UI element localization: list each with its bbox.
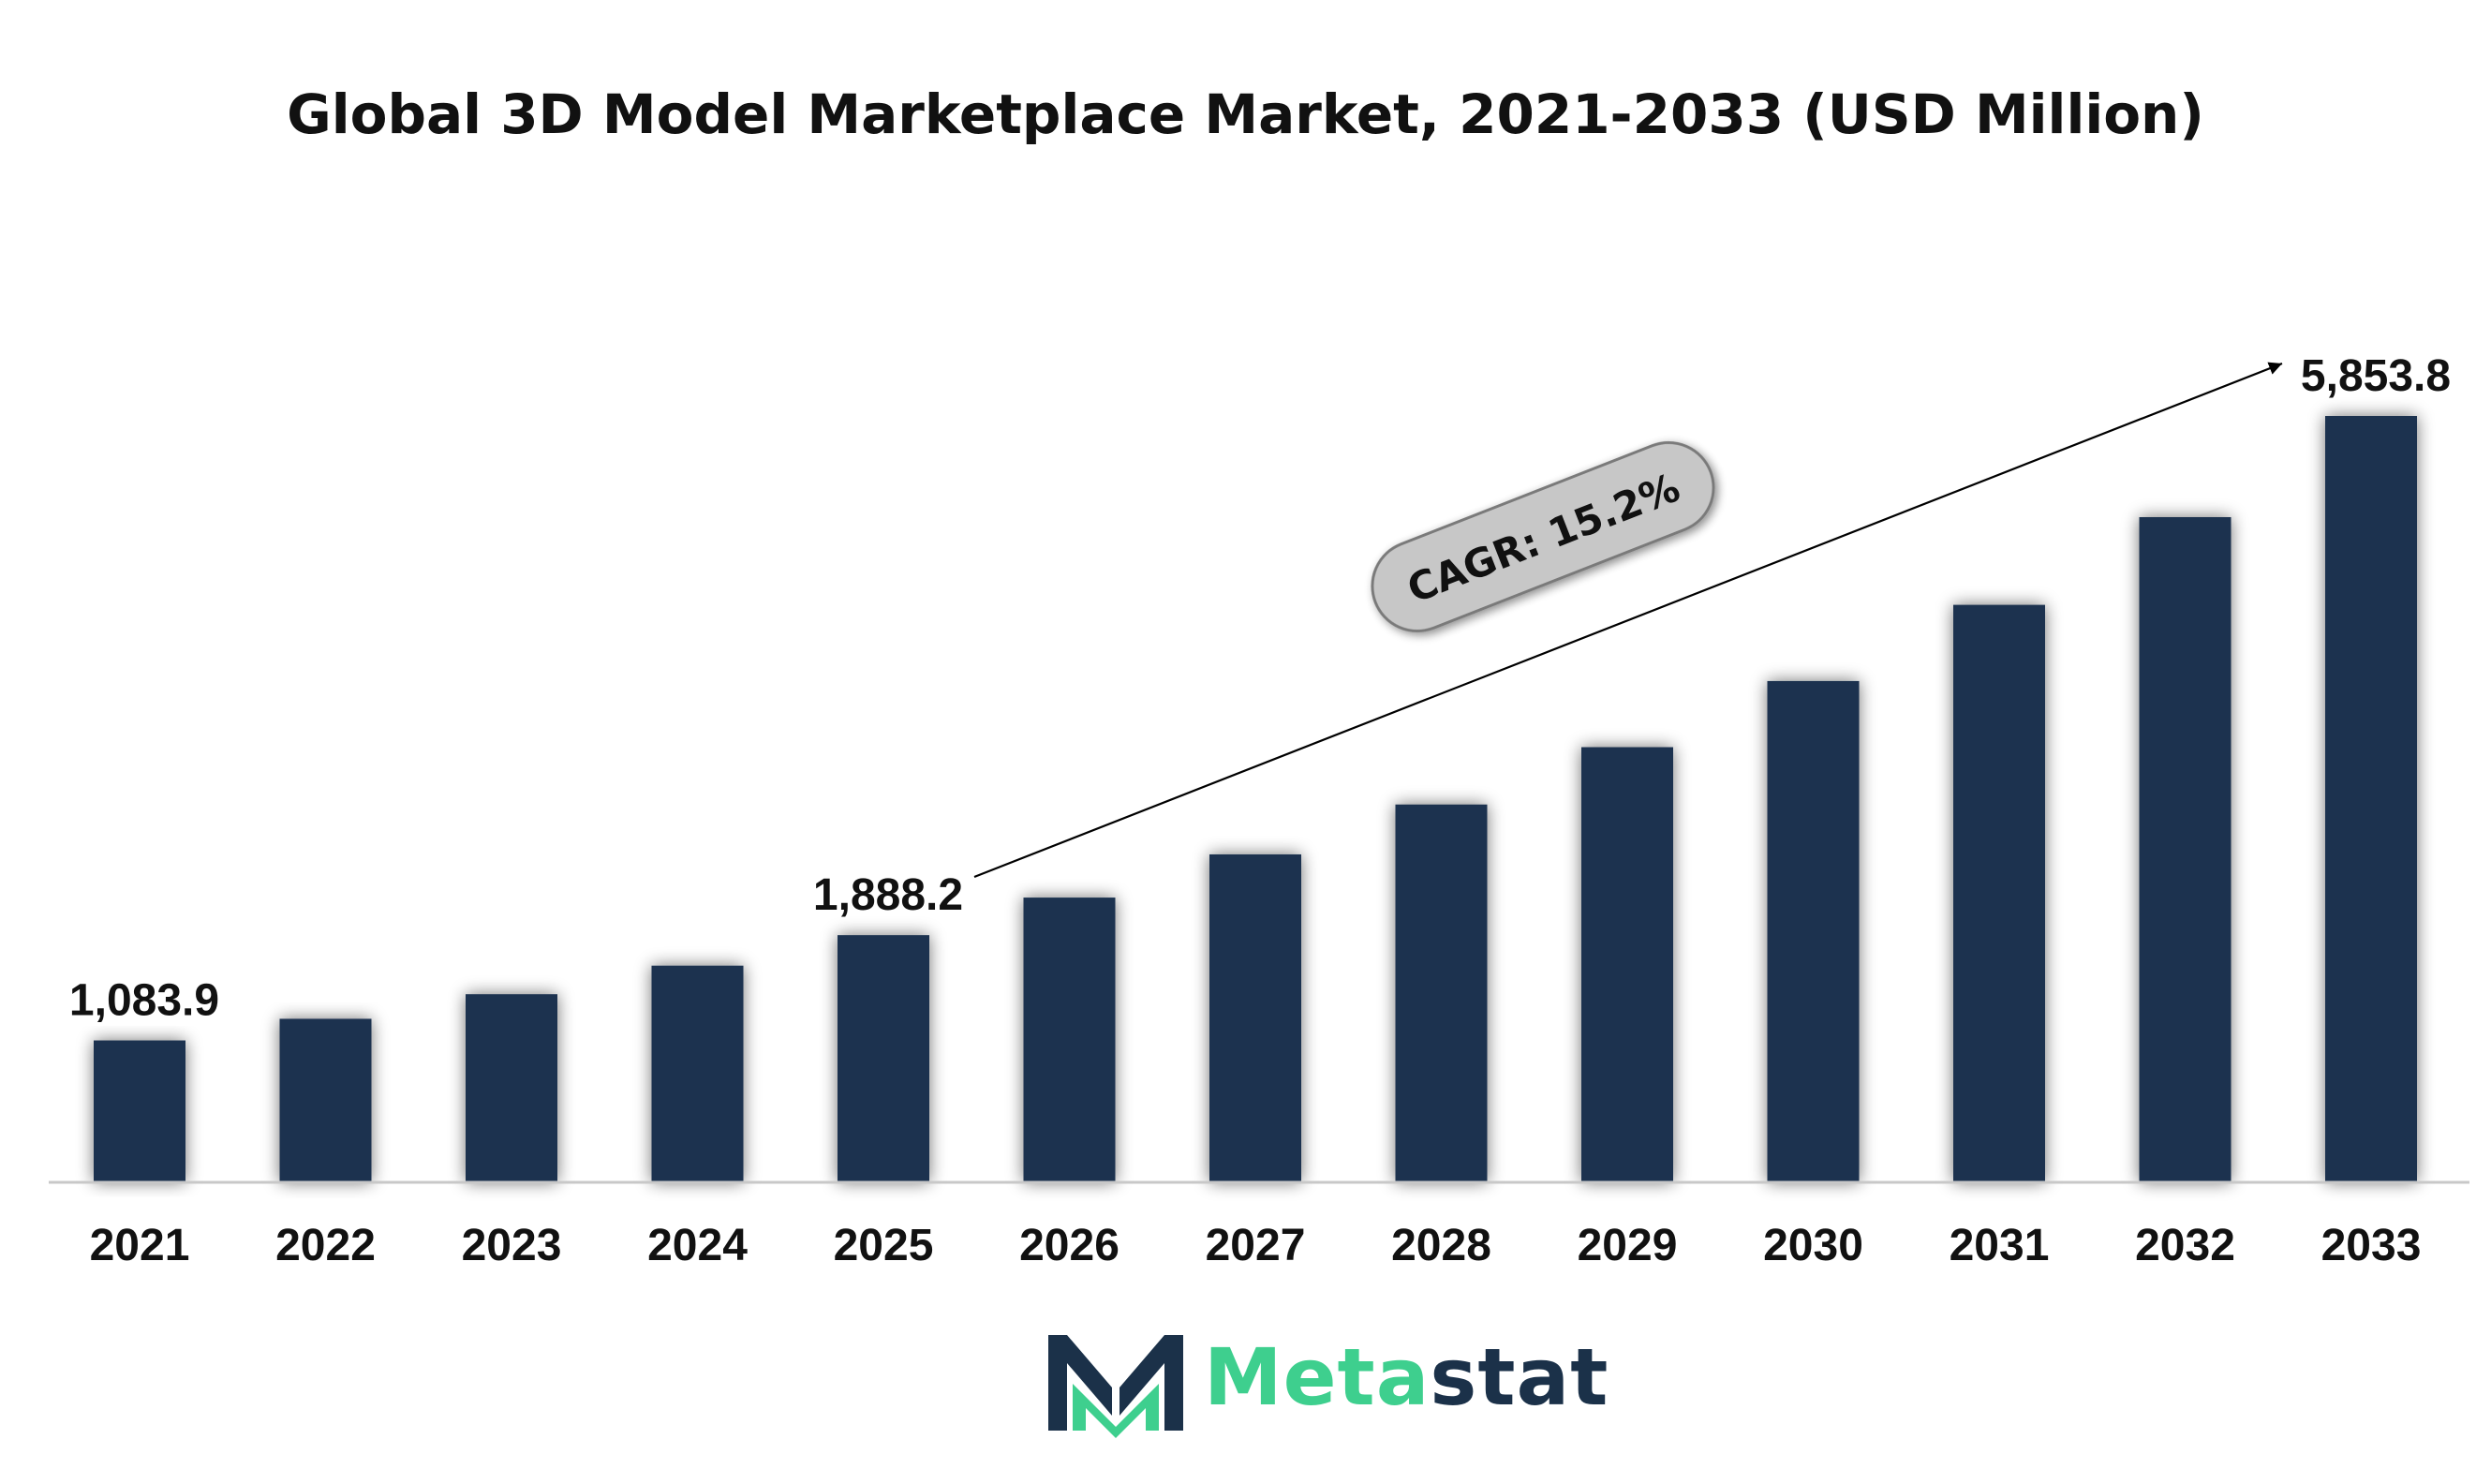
- bar-2032: [2139, 516, 2232, 1182]
- x-tick-2033: 2033: [2321, 1221, 2422, 1270]
- bar-2031: [1953, 604, 2045, 1182]
- metastat-wordmark: Metastat: [1204, 1331, 1609, 1423]
- data-labels: 1,083.9 1,888.2 5,853.8: [69, 351, 2451, 1026]
- brand-name-part1: Meta: [1204, 1331, 1431, 1423]
- x-tick-2023: 2023: [462, 1221, 562, 1270]
- x-tick-2032: 2032: [2135, 1221, 2235, 1270]
- bar-2027: [1209, 853, 1301, 1182]
- x-tick-labels: 2021 2022 2023 2024 2025 2026 2027 2028 2029 2030…: [90, 1221, 2422, 1270]
- x-tick-2025: 2025: [834, 1221, 934, 1270]
- cagr-trend-arrow: [973, 362, 2283, 879]
- bar-2033: [2325, 416, 2417, 1182]
- bar-2024: [651, 965, 744, 1182]
- bar-2029: [1581, 747, 1673, 1182]
- cagr-pill: [1371, 440, 1715, 633]
- cagr-annotation: CAGR: 15.2%: [1371, 440, 1715, 633]
- data-label-2021: 1,083.9: [69, 976, 219, 1026]
- x-tick-2026: 2026: [1019, 1221, 1119, 1270]
- bar-2026: [1023, 898, 1116, 1182]
- x-tick-2031: 2031: [1950, 1221, 2050, 1270]
- bar-2028: [1395, 804, 1488, 1182]
- chart-title: Global 3D Model Marketplace Market, 2021…: [287, 82, 2204, 146]
- bars-layer: [94, 416, 2417, 1182]
- data-label-2033: 5,853.8: [2301, 351, 2451, 401]
- x-tick-2021: 2021: [90, 1221, 190, 1270]
- bar-2022: [279, 1018, 372, 1182]
- x-tick-2028: 2028: [1391, 1221, 1491, 1270]
- metastat-m-logo-icon: [1048, 1335, 1183, 1438]
- x-tick-2027: 2027: [1206, 1221, 1306, 1270]
- metastat-logo: Metastat: [1045, 1326, 1608, 1438]
- x-tick-2029: 2029: [1578, 1221, 1678, 1270]
- bar-2030: [1767, 680, 1860, 1182]
- x-tick-2022: 2022: [275, 1221, 376, 1270]
- x-tick-2030: 2030: [1763, 1221, 1863, 1270]
- brand-name-part2: stat: [1430, 1331, 1609, 1423]
- bar-2025: [838, 935, 929, 1182]
- data-label-2025: 1,888.2: [813, 870, 963, 920]
- bar-2021: [94, 1040, 185, 1182]
- bar-2023: [466, 994, 557, 1182]
- x-tick-2024: 2024: [647, 1221, 748, 1270]
